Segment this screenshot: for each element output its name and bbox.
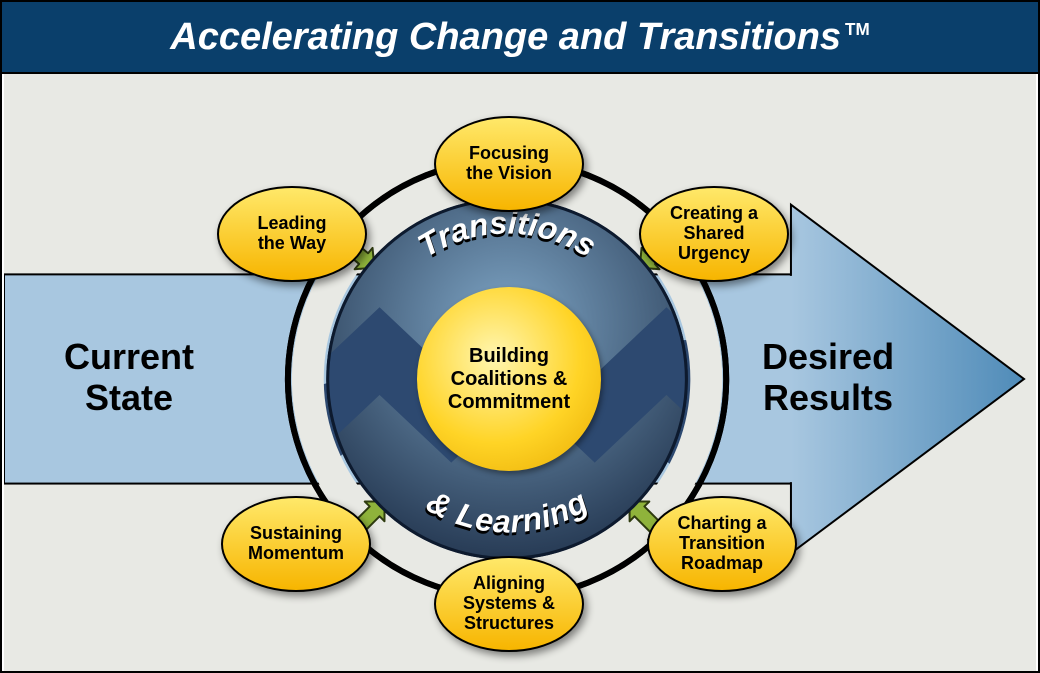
desired-results-label: DesiredResults [762,336,894,419]
title-text: Accelerating Change and TransitionsTM [170,16,869,59]
current-state-label: CurrentState [64,336,194,419]
node-label: SustainingMomentum [238,524,354,564]
diagram-frame: Accelerating Change and TransitionsTM Tr… [0,0,1040,673]
title-bar: Accelerating Change and TransitionsTM [2,2,1038,74]
node-leading: Leadingthe Way [217,186,367,282]
node-label: Focusingthe Vision [456,144,562,184]
stage: TransitionsTransitions& Learning& Learni… [4,74,1036,671]
node-label: Creating aSharedUrgency [660,204,768,263]
center-text: BuildingCoalitions &Commitment [448,345,570,414]
node-sustaining: SustainingMomentum [221,496,371,592]
node-aligning: AligningSystems &Structures [434,556,584,652]
center-circle: BuildingCoalitions &Commitment [417,287,601,471]
node-label: Leadingthe Way [247,214,336,254]
node-focusing: Focusingthe Vision [434,116,584,212]
node-label: Charting aTransitionRoadmap [667,514,776,573]
node-creating: Creating aSharedUrgency [639,186,789,282]
node-label: AligningSystems &Structures [453,574,565,633]
node-charting: Charting aTransitionRoadmap [647,496,797,592]
